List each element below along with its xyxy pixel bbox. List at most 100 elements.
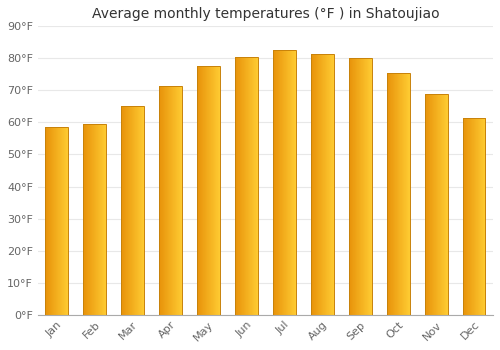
Bar: [468, 118, 469, 315]
Bar: [408, 73, 409, 315]
Bar: [46, 127, 68, 315]
Bar: [60, 127, 61, 315]
Bar: [427, 93, 428, 315]
Bar: [462, 118, 485, 315]
Bar: [52, 127, 53, 315]
Bar: [482, 118, 483, 315]
Bar: [293, 50, 294, 315]
Bar: [406, 73, 407, 315]
Bar: [127, 106, 128, 315]
Bar: [356, 58, 357, 315]
Bar: [131, 106, 132, 315]
Bar: [390, 73, 391, 315]
Bar: [324, 54, 325, 315]
Bar: [273, 50, 296, 315]
Bar: [64, 127, 66, 315]
Bar: [85, 124, 86, 315]
Bar: [287, 50, 288, 315]
Bar: [284, 50, 285, 315]
Bar: [357, 58, 358, 315]
Bar: [447, 93, 448, 315]
Bar: [404, 73, 405, 315]
Bar: [432, 93, 433, 315]
Bar: [235, 57, 236, 315]
Bar: [320, 54, 321, 315]
Bar: [89, 124, 90, 315]
Bar: [130, 106, 131, 315]
Bar: [48, 127, 49, 315]
Bar: [319, 54, 320, 315]
Bar: [123, 106, 124, 315]
Bar: [276, 50, 277, 315]
Bar: [251, 57, 252, 315]
Bar: [393, 73, 394, 315]
Bar: [294, 50, 295, 315]
Bar: [409, 73, 410, 315]
Bar: [469, 118, 470, 315]
Bar: [331, 54, 332, 315]
Bar: [244, 57, 245, 315]
Bar: [50, 127, 51, 315]
Bar: [93, 124, 94, 315]
Bar: [161, 86, 162, 315]
Bar: [142, 106, 143, 315]
Bar: [387, 73, 388, 315]
Bar: [67, 127, 68, 315]
Bar: [327, 54, 328, 315]
Bar: [51, 127, 52, 315]
Bar: [431, 93, 432, 315]
Bar: [325, 54, 326, 315]
Bar: [136, 106, 137, 315]
Bar: [177, 86, 178, 315]
Bar: [352, 58, 353, 315]
Bar: [103, 124, 104, 315]
Bar: [84, 124, 85, 315]
Bar: [139, 106, 140, 315]
Bar: [328, 54, 329, 315]
Bar: [102, 124, 104, 315]
Bar: [101, 124, 102, 315]
Bar: [363, 58, 364, 315]
Bar: [105, 124, 106, 315]
Bar: [368, 58, 369, 315]
Bar: [273, 50, 274, 315]
Bar: [274, 50, 275, 315]
Bar: [402, 73, 403, 315]
Bar: [174, 86, 175, 315]
Bar: [250, 57, 251, 315]
Bar: [140, 106, 141, 315]
Bar: [446, 93, 447, 315]
Bar: [245, 57, 246, 315]
Bar: [126, 106, 127, 315]
Bar: [204, 66, 205, 315]
Bar: [471, 118, 472, 315]
Bar: [46, 127, 47, 315]
Bar: [388, 73, 389, 315]
Bar: [332, 54, 333, 315]
Bar: [242, 57, 243, 315]
Bar: [198, 66, 199, 315]
Bar: [213, 66, 214, 315]
Bar: [252, 57, 254, 315]
Bar: [240, 57, 241, 315]
Bar: [122, 106, 123, 315]
Bar: [201, 66, 202, 315]
Bar: [218, 66, 219, 315]
Bar: [465, 118, 466, 315]
Bar: [94, 124, 96, 315]
Bar: [167, 86, 168, 315]
Bar: [100, 124, 101, 315]
Bar: [314, 54, 315, 315]
Bar: [90, 124, 91, 315]
Bar: [63, 127, 64, 315]
Bar: [58, 127, 59, 315]
Bar: [211, 66, 212, 315]
Bar: [464, 118, 465, 315]
Bar: [88, 124, 89, 315]
Bar: [92, 124, 93, 315]
Bar: [398, 73, 399, 315]
Bar: [219, 66, 220, 315]
Bar: [485, 118, 486, 315]
Bar: [173, 86, 174, 315]
Bar: [477, 118, 478, 315]
